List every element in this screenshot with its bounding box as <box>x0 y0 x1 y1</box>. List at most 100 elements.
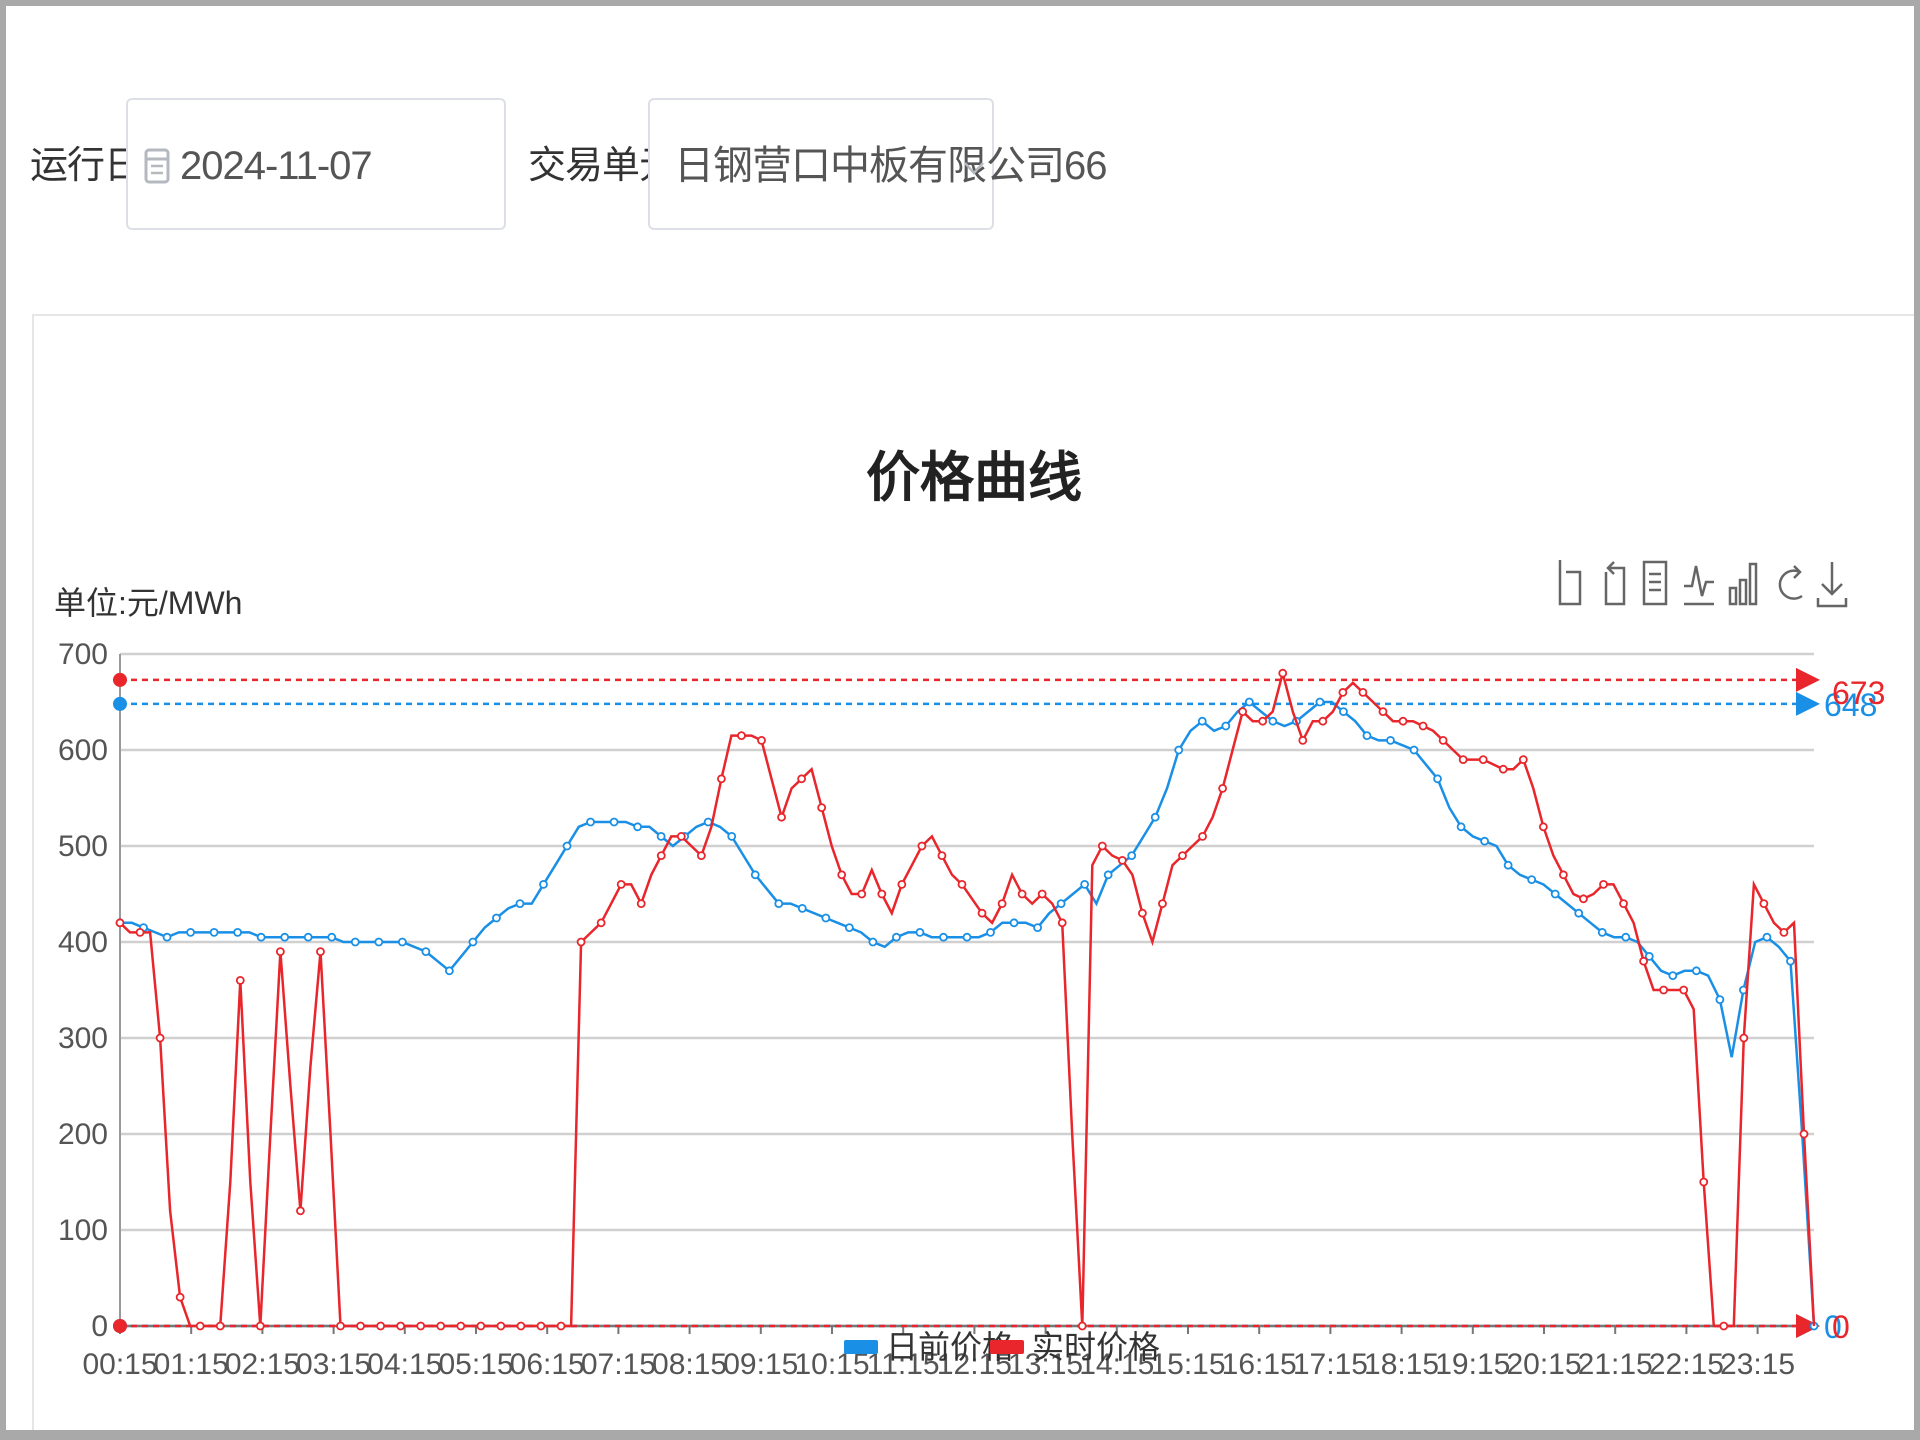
data-point[interactable] <box>857 889 867 899</box>
data-point[interactable] <box>596 918 606 928</box>
data-point[interactable] <box>821 913 831 923</box>
data-point[interactable] <box>155 1033 165 1043</box>
data-point[interactable] <box>656 832 666 841</box>
data-point[interactable] <box>1597 928 1607 937</box>
data-point[interactable] <box>162 932 172 942</box>
data-point[interactable] <box>1244 697 1254 707</box>
data-point[interactable] <box>1221 721 1231 731</box>
data-point[interactable] <box>1009 918 1019 928</box>
data-point[interactable] <box>917 841 927 851</box>
data-point[interactable] <box>1715 995 1725 1004</box>
data-point[interactable] <box>817 803 827 813</box>
data-point[interactable] <box>1258 716 1268 726</box>
data-point[interactable] <box>696 851 706 860</box>
data-point[interactable] <box>868 937 878 947</box>
data-point[interactable] <box>397 937 407 947</box>
data-point[interactable] <box>492 913 501 923</box>
data-point[interactable] <box>1057 918 1067 928</box>
data-point[interactable] <box>1659 985 1669 995</box>
data-point[interactable] <box>1315 697 1325 707</box>
data-point[interactable] <box>296 1206 305 1216</box>
bar-chart-icon[interactable] <box>1728 562 1758 606</box>
data-point[interactable] <box>1779 928 1789 937</box>
data-point[interactable] <box>1438 735 1448 745</box>
data-point[interactable] <box>468 937 478 947</box>
data-point[interactable] <box>350 937 360 947</box>
data-point[interactable] <box>1719 1321 1729 1331</box>
data-point[interactable] <box>937 851 947 860</box>
data-point[interactable] <box>676 832 686 841</box>
data-point[interactable] <box>327 932 337 942</box>
data-point[interactable] <box>1639 956 1648 966</box>
data-point[interactable] <box>1456 822 1466 832</box>
data-point[interactable] <box>797 904 807 913</box>
data-point[interactable] <box>1174 745 1184 755</box>
line-chart-icon[interactable] <box>1684 565 1714 606</box>
data-point[interactable] <box>915 928 925 937</box>
data-point[interactable] <box>1433 774 1442 784</box>
data-point[interactable] <box>797 774 807 784</box>
data-point[interactable] <box>215 1321 225 1331</box>
data-point[interactable] <box>1559 870 1568 880</box>
data-point[interactable] <box>877 889 887 899</box>
data-point[interactable] <box>516 1321 526 1331</box>
data-point[interactable] <box>1418 721 1428 731</box>
data-point[interactable] <box>1358 687 1368 697</box>
data-point[interactable] <box>939 932 948 942</box>
zoom-reset-icon[interactable] <box>1598 556 1628 606</box>
data-point[interactable] <box>536 1321 546 1331</box>
legend-item-day-ahead[interactable]: 日前价格 <box>844 1329 1014 1365</box>
data-point[interactable] <box>1786 956 1795 966</box>
data-point[interactable] <box>175 1292 185 1302</box>
data-point[interactable] <box>1480 836 1490 846</box>
data-point[interactable] <box>515 899 525 908</box>
data-point[interactable] <box>1037 889 1047 899</box>
data-point[interactable] <box>977 908 987 918</box>
data-point[interactable] <box>356 1321 365 1331</box>
data-point[interactable] <box>1458 755 1468 765</box>
data-point[interactable] <box>1409 745 1419 755</box>
data-point[interactable] <box>275 947 285 956</box>
data-point[interactable] <box>897 880 907 889</box>
data-point[interactable] <box>496 1321 506 1331</box>
data-point[interactable] <box>1478 755 1488 765</box>
data-point[interactable] <box>280 932 290 942</box>
data-point[interactable] <box>1338 687 1348 697</box>
data-point[interactable] <box>1339 707 1348 717</box>
data-point[interactable] <box>777 812 786 822</box>
data-point[interactable] <box>115 918 125 928</box>
data-point[interactable] <box>1739 1033 1749 1043</box>
restore-icon[interactable] <box>1778 565 1803 600</box>
data-point[interactable] <box>1033 923 1042 932</box>
data-point[interactable] <box>336 1321 345 1331</box>
data-point[interactable] <box>1668 971 1678 980</box>
data-point[interactable] <box>997 899 1007 908</box>
data-point[interactable] <box>1056 899 1066 908</box>
data-point[interactable] <box>256 932 266 942</box>
data-point[interactable] <box>539 880 548 889</box>
data-point[interactable] <box>421 947 431 956</box>
data-point[interactable] <box>1679 985 1689 995</box>
data-point[interactable] <box>757 735 766 745</box>
data-point[interactable] <box>1158 899 1167 908</box>
data-point[interactable] <box>1699 1177 1709 1187</box>
data-point[interactable] <box>1103 870 1113 880</box>
data-point[interactable] <box>476 1321 486 1331</box>
data-point[interactable] <box>774 899 784 908</box>
download-icon[interactable] <box>1816 562 1848 608</box>
data-point[interactable] <box>1574 908 1584 918</box>
data-point[interactable] <box>844 923 854 932</box>
data-point[interactable] <box>1138 908 1147 918</box>
zoom-icon[interactable] <box>1554 556 1584 606</box>
data-view-icon[interactable] <box>1642 560 1668 606</box>
data-point[interactable] <box>1759 899 1769 908</box>
data-point[interactable] <box>962 932 972 942</box>
data-point[interactable] <box>1318 716 1328 726</box>
data-point[interactable] <box>1077 1321 1087 1331</box>
trading-unit-select[interactable]: 日钢营口中板有限公司66 <box>648 98 1107 230</box>
data-point[interactable] <box>1268 716 1278 726</box>
data-point[interactable] <box>135 928 145 937</box>
data-point[interactable] <box>892 932 901 942</box>
data-point[interactable] <box>616 880 626 889</box>
data-point[interactable] <box>957 880 967 889</box>
